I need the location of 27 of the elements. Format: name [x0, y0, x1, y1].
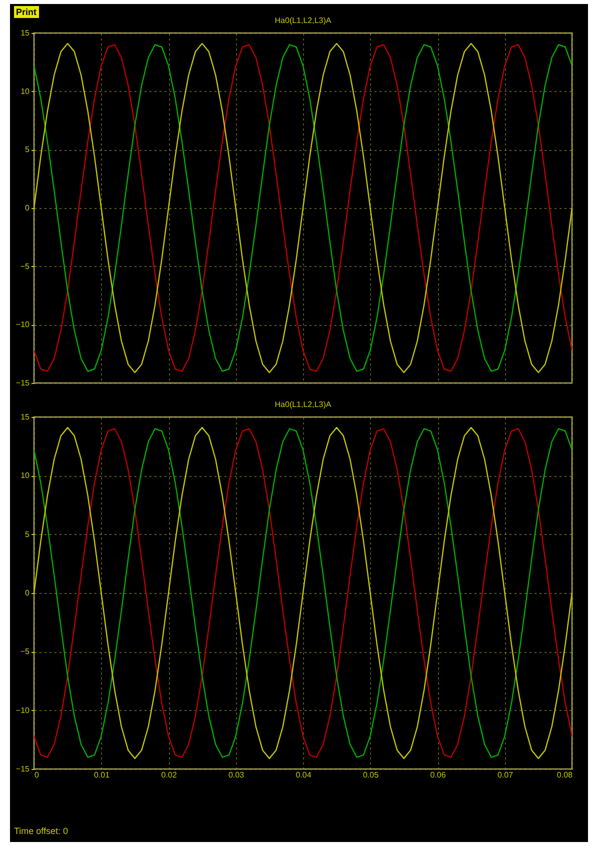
x-tick-label: 0.05 — [362, 770, 380, 780]
y-tick-label: −5 — [20, 647, 30, 656]
chart-title: Ha0(L1,L2,L3)A — [274, 400, 332, 409]
x-tick-label: 0.02 — [161, 770, 178, 780]
x-tick-label: 0.03 — [228, 770, 245, 780]
y-tick-label: 5 — [25, 145, 30, 154]
text: Print — [14, 6, 39, 18]
y-tick-label: −10 — [16, 320, 30, 330]
x-tick-label: 0 — [34, 770, 40, 780]
y-tick-label: 10 — [20, 86, 30, 96]
x-tick-label: 0.01 — [94, 770, 110, 780]
y-tick-label: 15 — [20, 412, 30, 422]
x-tick-label: 0.04 — [296, 770, 312, 780]
y-tick-label: 0 — [25, 204, 30, 212]
y-tick-label: 15 — [20, 28, 30, 38]
y-tick-label: 0 — [25, 588, 30, 598]
x-tick-label: 0.08 — [556, 770, 574, 780]
y-tick-label: 10 — [20, 471, 30, 480]
text: Time offset: 0 — [14, 826, 68, 836]
y-tick-label: −10 — [16, 706, 30, 715]
x-tick-label: 0.07 — [497, 770, 514, 780]
chart-title: Ha0(L1,L2,L3)A — [274, 16, 332, 25]
y-tick-label: 5 — [25, 530, 30, 539]
y-tick-label: −15 — [16, 764, 30, 774]
x-tick-label: 0.06 — [430, 770, 446, 780]
y-tick-label: −5 — [20, 262, 30, 271]
y-tick-label: −15 — [16, 378, 30, 388]
